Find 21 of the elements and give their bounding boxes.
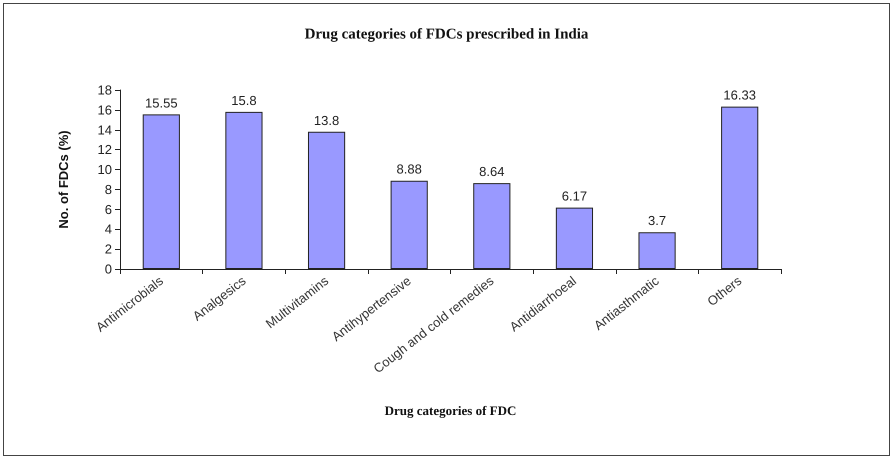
data-label: 15.55 bbox=[145, 95, 178, 110]
chart-title: Drug categories of FDCs prescribed in India bbox=[304, 26, 589, 42]
data-label: 13.8 bbox=[314, 112, 340, 128]
data-label: 8.88 bbox=[396, 162, 422, 177]
y-axis-title: No. of FDCs (%) bbox=[56, 130, 71, 229]
y-tick-label: 2 bbox=[104, 242, 112, 257]
y-tick-label: 18 bbox=[98, 82, 112, 98]
y-tick-label: 14 bbox=[98, 122, 112, 138]
data-label: 16.33 bbox=[723, 88, 756, 103]
data-label: 15.8 bbox=[231, 92, 257, 108]
data-label: 6.17 bbox=[562, 188, 588, 204]
y-tick-label: 12 bbox=[98, 142, 112, 158]
y-tick-label: 10 bbox=[98, 162, 112, 178]
x-axis-title: Drug categories of FDC bbox=[384, 403, 516, 418]
y-tick-label: 16 bbox=[98, 102, 112, 118]
y-tick-label: 0 bbox=[104, 262, 112, 276]
data-label: 3.7 bbox=[648, 213, 666, 228]
y-tick-label: 4 bbox=[104, 222, 112, 237]
y-tick-label: 8 bbox=[104, 182, 112, 197]
y-tick-label: 6 bbox=[104, 202, 112, 217]
data-label: 8.64 bbox=[479, 164, 504, 180]
